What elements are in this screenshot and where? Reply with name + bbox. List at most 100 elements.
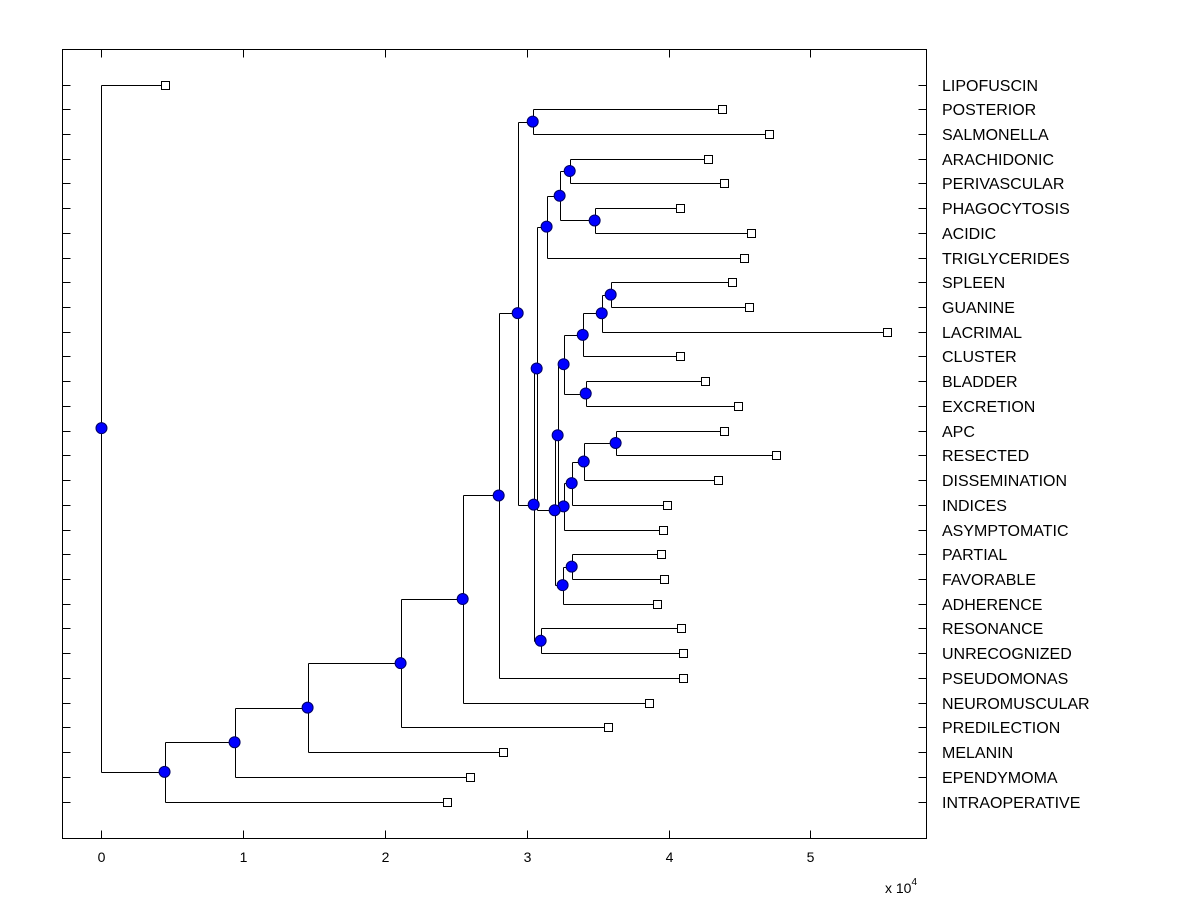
- merge-node: [228, 736, 241, 749]
- leaf-label: LIPOFUSCIN: [942, 78, 1038, 95]
- merge-node: [551, 429, 564, 442]
- leaf-marker: [660, 575, 669, 584]
- merge-node: [557, 358, 570, 371]
- leaf-marker: [679, 674, 688, 683]
- leaf-marker: [765, 130, 774, 139]
- merge-nodes: [95, 115, 622, 778]
- leaf-marker: [701, 377, 710, 386]
- leaf-label: PARTIAL: [942, 547, 1007, 564]
- leaf-marker: [720, 179, 729, 188]
- merge-node: [511, 307, 524, 320]
- leaf-marker: [740, 254, 749, 263]
- leaf-marker: [161, 81, 170, 90]
- leaf-label: ASYMPTOMATIC: [942, 523, 1069, 540]
- leaf-marker: [676, 352, 685, 361]
- x-tick-label: 0: [98, 849, 106, 865]
- leaf-label: TRIGLYCERIDES: [942, 251, 1070, 268]
- leaf-marker: [645, 699, 654, 708]
- merge-node: [540, 220, 553, 233]
- merge-node: [609, 437, 622, 449]
- leaf-marker: [466, 773, 475, 782]
- leaf-label: INTRAOPERATIVE: [942, 795, 1080, 812]
- leaf-labels: LIPOFUSCIN POSTERIOR SALMONELLA ARACHIDONIC…: [942, 78, 1090, 812]
- merge-node: [548, 504, 561, 517]
- merge-node: [553, 189, 566, 202]
- x-tick-labels: 0 1 2 3 4 5: [98, 849, 815, 865]
- leaf-label: BLADDER: [942, 374, 1018, 391]
- leaf-label: INDICES: [942, 498, 1007, 515]
- leaf-label: APC: [942, 424, 975, 441]
- merge-node: [577, 455, 590, 468]
- leaf-marker: [745, 303, 754, 312]
- merge-node: [534, 634, 547, 647]
- leaf-marker: [499, 748, 508, 757]
- merge-node: [604, 288, 617, 301]
- leaf-label: SALMONELLA: [942, 127, 1049, 144]
- merge-node: [456, 593, 469, 606]
- leaf-marker: [720, 427, 729, 436]
- leaf-label: EXCRETION: [942, 399, 1035, 416]
- leaf-label: GUANINE: [942, 300, 1015, 317]
- leaf-label: ARACHIDONIC: [942, 152, 1054, 169]
- x-tick-label: 1: [240, 849, 248, 865]
- merge-node: [527, 498, 540, 511]
- leaf-label: RESONANCE: [942, 621, 1043, 638]
- leaf-label: NEUROMUSCULAR: [942, 696, 1090, 713]
- leaf-label: LACRIMAL: [942, 325, 1022, 342]
- leaf-marker: [443, 798, 452, 807]
- leaf-label: PSEUDOMONAS: [942, 671, 1068, 688]
- leaf-label: RESECTED: [942, 448, 1029, 465]
- merge-node: [95, 422, 108, 435]
- leaf-marker: [718, 105, 727, 114]
- x-tick-label: 4: [666, 849, 674, 865]
- leaf-marker: [728, 278, 737, 287]
- leaf-label: PREDILECTION: [942, 720, 1060, 737]
- leaf-markers: [161, 81, 892, 807]
- leaf-marker: [772, 451, 781, 460]
- merge-node: [595, 307, 608, 320]
- leaf-marker: [659, 526, 668, 535]
- x-multiplier-label: x 104: [885, 877, 917, 896]
- x-tick-label: 2: [382, 849, 390, 865]
- leaf-marker: [657, 550, 666, 559]
- x-tick-label: 3: [524, 849, 532, 865]
- leaf-marker: [677, 624, 686, 633]
- merge-node: [588, 214, 601, 227]
- leaf-label: SPLEEN: [942, 275, 1005, 292]
- leaf-marker: [734, 402, 743, 411]
- merge-node: [579, 387, 592, 400]
- leaf-label: PHAGOCYTOSIS: [942, 201, 1070, 218]
- x-tick-label: 5: [807, 849, 815, 865]
- leaf-label: EPENDYMOMA: [942, 770, 1058, 787]
- merge-node: [563, 165, 576, 178]
- leaf-marker: [714, 476, 723, 485]
- leaf-label: ADHERENCE: [942, 597, 1042, 614]
- merge-node: [526, 115, 539, 128]
- leaf-label: POSTERIOR: [942, 102, 1036, 119]
- merge-node: [394, 657, 407, 670]
- leaf-marker: [747, 229, 756, 238]
- x-multiplier-base: x 10: [885, 880, 912, 896]
- leaf-marker: [604, 723, 613, 732]
- leaf-label: FAVORABLE: [942, 572, 1036, 589]
- plot-frame: [62, 49, 927, 839]
- x-multiplier-exponent: 4: [911, 877, 917, 888]
- merge-node: [576, 328, 589, 341]
- merge-node: [556, 579, 569, 592]
- leaf-marker: [679, 649, 688, 658]
- merge-node: [530, 362, 543, 375]
- leaf-label: DISSEMINATION: [942, 473, 1067, 490]
- leaf-marker: [704, 155, 713, 164]
- merge-node: [301, 701, 314, 714]
- merge-node: [158, 765, 171, 778]
- merge-node: [565, 477, 578, 490]
- leaf-marker: [653, 600, 662, 609]
- leaf-label: UNRECOGNIZED: [942, 646, 1072, 663]
- merge-node: [565, 560, 578, 573]
- leaf-label: PERIVASCULAR: [942, 176, 1064, 193]
- leaf-marker: [883, 328, 892, 337]
- merge-node: [492, 489, 505, 502]
- leaf-label: ACIDIC: [942, 226, 996, 243]
